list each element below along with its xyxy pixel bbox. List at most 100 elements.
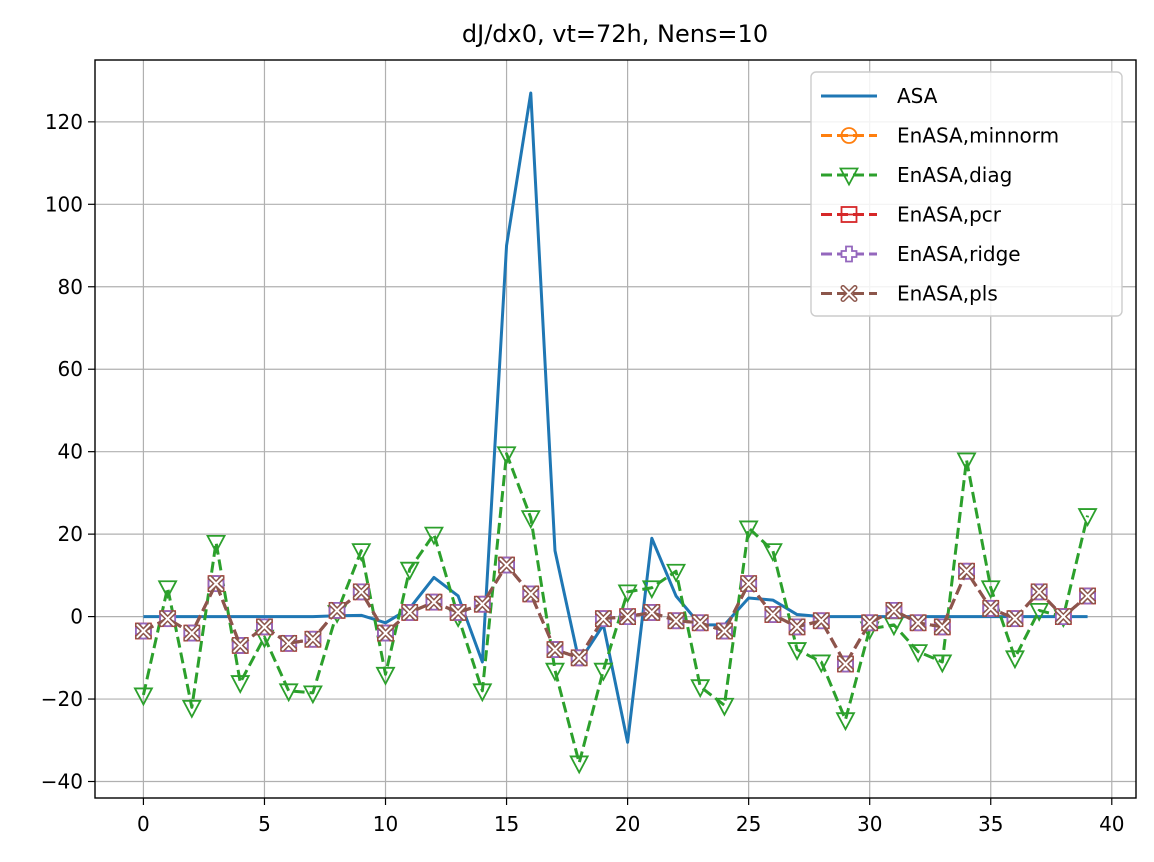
data-point [835,712,856,732]
marker-stroke-inner [741,576,756,591]
data-point [1004,650,1025,670]
data-point [980,580,1001,600]
marker-stroke-inner [160,611,175,626]
marker-stroke-inner [596,611,611,626]
marker-stroke-inner [572,650,587,665]
data-point [449,603,467,621]
data-point [836,655,854,673]
data-point [619,608,637,626]
marker-stroke-inner [1032,584,1047,599]
data-point [1077,508,1098,527]
data-point [1079,587,1097,605]
x-tick-label: 0 [137,812,150,836]
data-point [496,446,517,466]
marker-stroke-inner [935,619,950,634]
data-point [522,585,540,603]
y-tick-label: 40 [58,440,83,464]
data-point [982,599,1000,617]
marker-stroke-inner [209,576,224,591]
marker-shape [593,662,614,682]
data-point [932,654,953,674]
legend-entry: EnASA,diag [821,163,1012,187]
data-point [206,534,227,554]
marker-shape [230,675,251,694]
marker-shape [932,654,953,674]
data-point [255,618,273,636]
legend-label: EnASA,minnorm [897,124,1059,148]
marker-shape [787,642,808,661]
data-point [377,624,395,642]
axes-ticks: 0 5 10 15 20 25 30 35 40 −40 −20 0 20 40 60 80 100 120 [41,110,1125,836]
data-point [885,601,903,619]
data-point [207,575,225,593]
data-point [811,654,832,674]
data-point [328,601,346,619]
data-point [181,699,202,719]
marker-stroke-inner [983,601,998,616]
data-point [159,610,177,628]
y-tick-label: 0 [70,605,83,629]
data-point [1029,603,1050,622]
x-tick-label: 5 [258,812,271,836]
data-point [399,561,420,581]
marker-stroke-inner [136,624,151,639]
marker-stroke-inner [499,558,514,573]
marker-stroke-inner [693,615,708,630]
data-point [278,683,299,703]
data-point [1006,610,1024,628]
series-line [142,563,1089,666]
x-tick-label: 40 [1099,812,1124,836]
marker-stroke-inner [257,619,272,634]
data-point [133,687,154,707]
legend-label: EnASA,diag [897,163,1012,187]
data-point [498,556,516,574]
data-point [546,641,564,659]
marker-stroke-inner [1007,611,1022,626]
marker-stroke-inner [862,615,877,630]
data-point [302,685,323,705]
data-point [134,622,152,640]
marker-shape [956,452,977,472]
marker-stroke-inner [426,595,441,610]
legend-entry: EnASA,pls [821,282,998,306]
marker-shape [569,755,590,775]
data-point [594,610,612,628]
data-point [715,622,733,640]
data-point [643,603,661,621]
marker-stroke-inner [475,597,490,612]
data-point [351,543,372,563]
marker-shape [840,245,858,263]
data-point [714,697,735,717]
x-tick-label: 30 [857,812,882,836]
marker-stroke-inner [523,586,538,601]
data-point [570,649,588,667]
legend-marker [840,285,858,302]
data-point [933,618,951,636]
marker-shape [714,697,735,717]
legend-label: ASA [897,84,938,108]
series-line [141,452,1090,765]
data-point [909,614,927,632]
marker-stroke-inner [451,605,466,620]
marker-stroke-inner [886,603,901,618]
marker-stroke-inner [281,636,296,651]
data-point [423,526,444,546]
marker-stroke-inner [233,638,248,653]
marker-shape [351,543,372,563]
data-point [472,683,493,703]
marker-stroke-inner [1080,588,1095,603]
data-point [401,603,419,621]
y-tick-label: 100 [45,192,83,216]
marker-shape [544,662,565,682]
marker-stroke-inner [765,607,780,622]
marker-stroke-inner [838,657,853,672]
marker-shape [472,683,493,703]
marker-shape [641,580,662,600]
series-enasa-minnorm [135,556,1096,673]
data-point [520,510,541,530]
data-point [304,630,322,648]
series-line [143,91,1088,744]
marker-shape [133,687,154,707]
x-tick-label: 20 [615,812,640,836]
